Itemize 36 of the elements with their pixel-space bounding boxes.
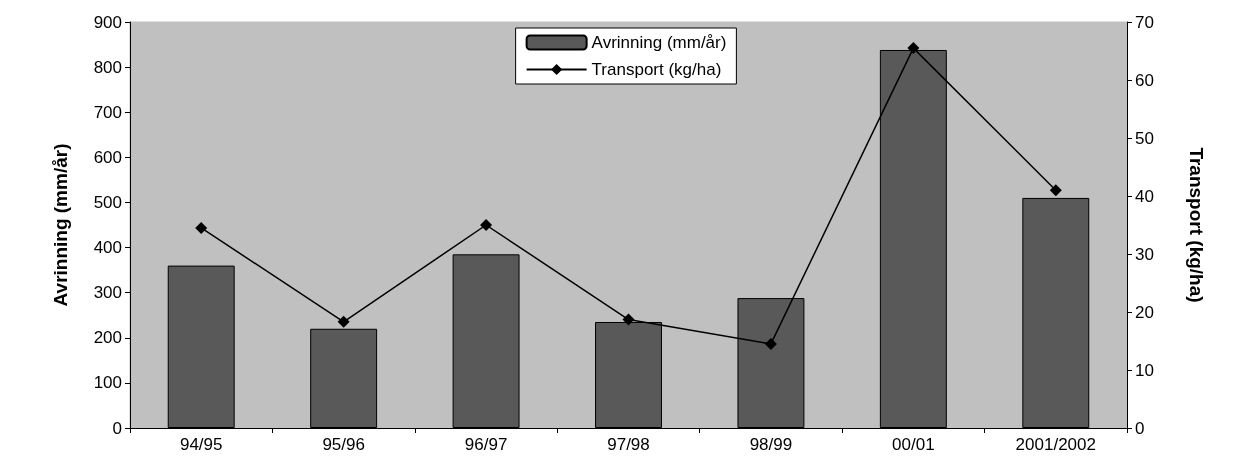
x-tick-label: 00/01 bbox=[892, 435, 935, 454]
y-tick-label: 600 bbox=[93, 147, 122, 167]
y-tick-label: 800 bbox=[93, 57, 122, 77]
y2-tick-label: 20 bbox=[1135, 302, 1154, 322]
x-tick-label: 95/96 bbox=[322, 435, 365, 454]
legend-label: Avrinning (mm/år) bbox=[591, 33, 727, 52]
y-tick-label: 200 bbox=[93, 328, 122, 348]
y-tick-label: 0 bbox=[112, 418, 122, 438]
y2-tick-label: 10 bbox=[1135, 360, 1154, 380]
point bbox=[764, 337, 777, 350]
point bbox=[480, 219, 493, 231]
y2-axis-title: Transport (kg/ha) bbox=[1186, 147, 1207, 303]
y-tick-label: 700 bbox=[93, 102, 122, 122]
y2-tick-label: 50 bbox=[1135, 128, 1154, 148]
legend-label: Transport (kg/ha) bbox=[591, 60, 722, 79]
point bbox=[907, 42, 920, 55]
y2-tick-label: 60 bbox=[1135, 70, 1154, 90]
y-tick-label: 100 bbox=[93, 373, 122, 393]
point bbox=[1049, 184, 1062, 197]
x-tick-label: 94/95 bbox=[179, 435, 223, 454]
point bbox=[195, 221, 208, 234]
y-tick-label: 900 bbox=[93, 12, 122, 32]
y-axis-title: Avrinning (mm/år) bbox=[50, 143, 71, 307]
point bbox=[337, 315, 350, 328]
y-tick-label: 400 bbox=[93, 238, 122, 258]
x-tick-label: 97/98 bbox=[607, 435, 650, 454]
point bbox=[622, 313, 635, 326]
y2-tick-label: 40 bbox=[1135, 186, 1154, 206]
y2-tick-label: 70 bbox=[1135, 12, 1154, 32]
x-tick-label: 2001/2002 bbox=[1015, 435, 1096, 454]
y-tick-label: 300 bbox=[93, 283, 122, 303]
y2-tick-label: 30 bbox=[1135, 244, 1154, 264]
y2-tick-label: 0 bbox=[1135, 418, 1145, 438]
x-tick-label: 98/99 bbox=[749, 435, 793, 454]
y-tick-label: 500 bbox=[93, 192, 122, 212]
x-tick-label: 96/97 bbox=[464, 435, 508, 454]
